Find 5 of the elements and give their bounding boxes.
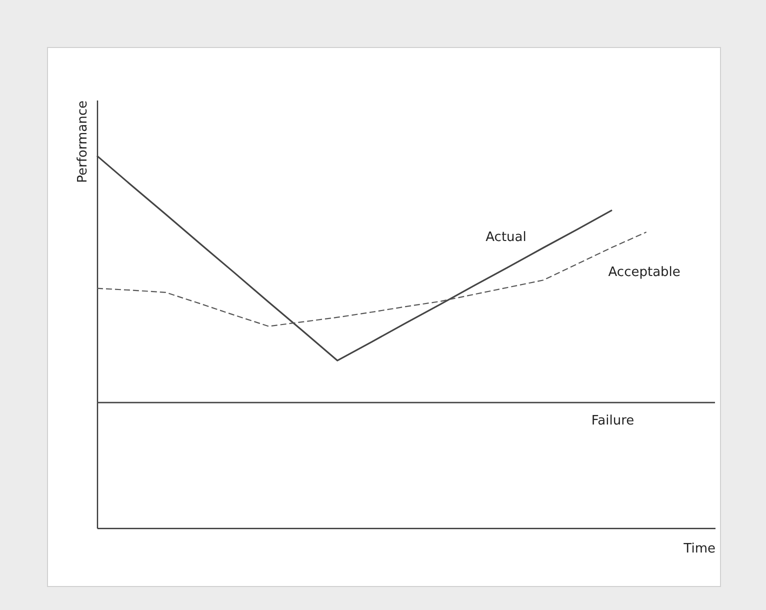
series-label: Actual <box>486 230 526 246</box>
ref-line-label: Failure <box>591 414 634 429</box>
series-label: Acceptable <box>608 265 680 280</box>
x-axis-title: Time <box>682 542 716 556</box>
y-axis-title: Performance <box>76 100 90 183</box>
